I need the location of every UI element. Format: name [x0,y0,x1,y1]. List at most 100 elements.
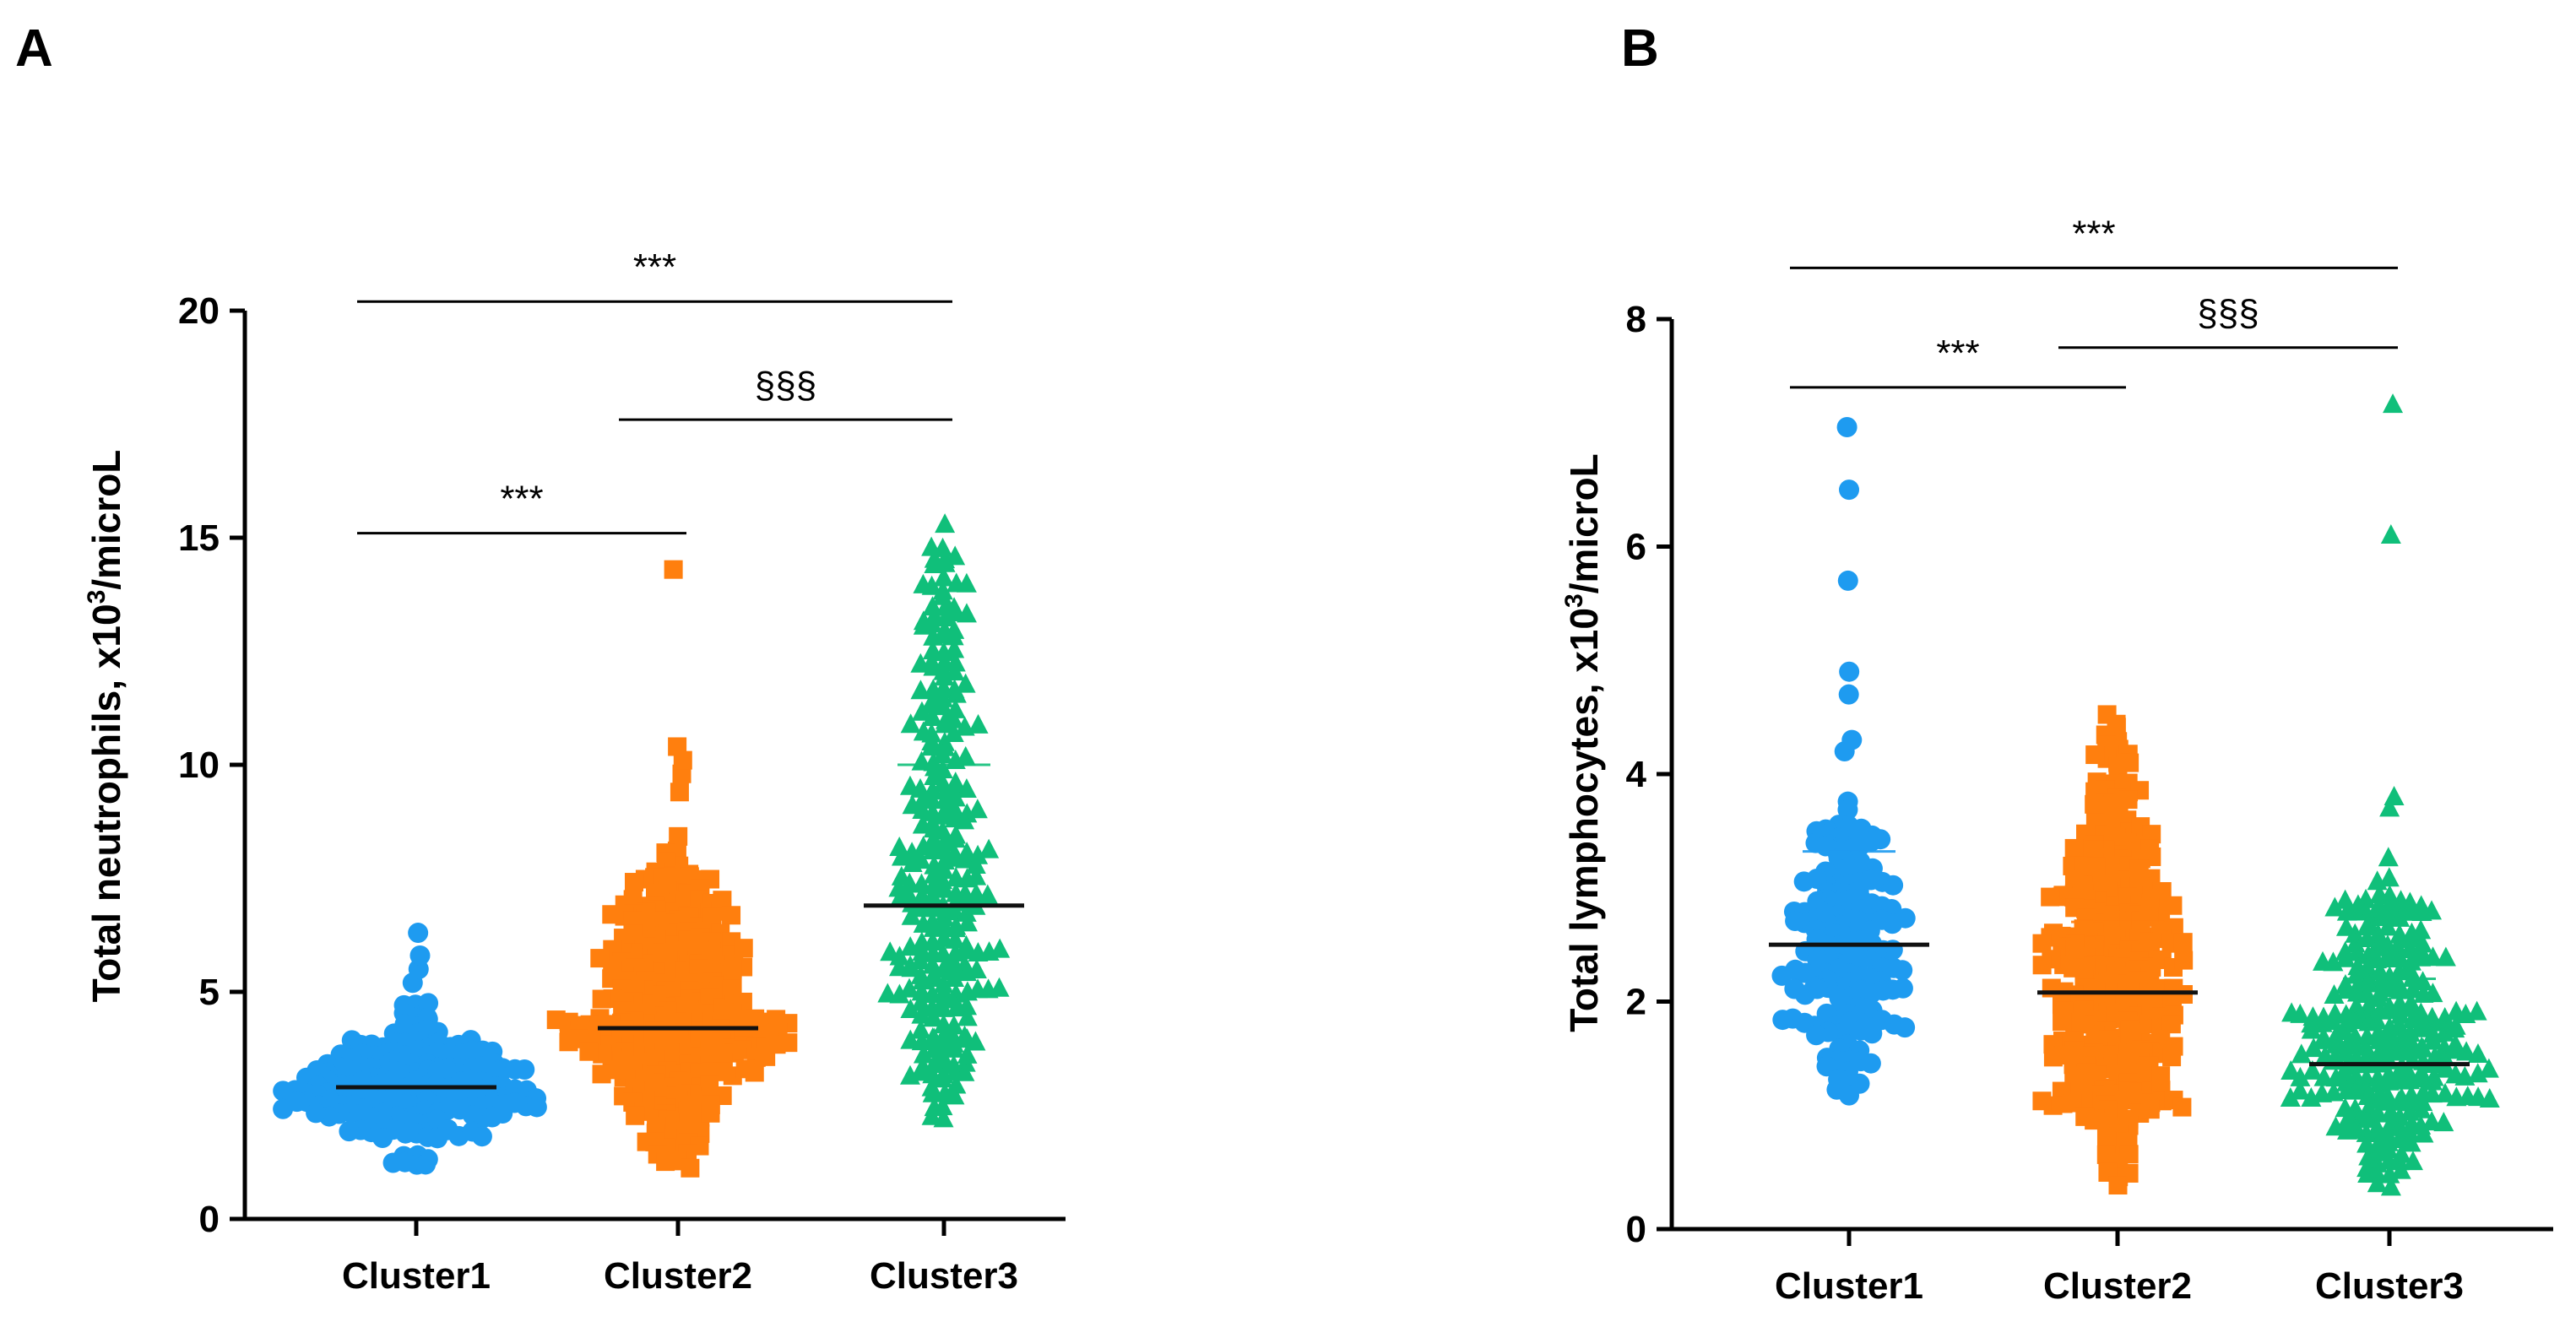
data-point [2032,934,2052,953]
data-point [273,1098,294,1119]
data-point [1837,570,1858,591]
data-point [2281,1002,2302,1022]
data-point [722,906,741,925]
y-tick-label: 10 [178,745,220,786]
data-point [1829,988,1850,1009]
data-point [2357,1085,2378,1105]
data-point [2389,1151,2410,1171]
data-point [1892,960,1913,981]
data-point [946,683,967,703]
data-point [900,1029,921,1049]
data-point [956,572,977,593]
data-point [943,626,964,646]
data-point [2421,900,2443,920]
data-point [2378,847,2399,867]
data-point [912,970,933,990]
data-point [967,799,988,819]
data-point [944,900,965,920]
data-point [2432,1010,2454,1031]
data-point [2383,393,2404,414]
data-point [2043,1048,2063,1067]
data-point [2356,916,2378,936]
data-point [899,775,920,795]
data-point [2378,867,2400,887]
data-point [890,886,911,907]
data-point [2389,979,2410,999]
data-point [934,859,955,880]
data-point [989,977,1010,997]
data-point [922,640,943,660]
data-point [977,884,998,904]
data-point [2435,946,2456,967]
data-point [2421,1083,2443,1103]
data-point [913,1043,934,1064]
data-point [626,1106,645,1125]
data-point [2301,1019,2322,1039]
data-point [924,1038,945,1059]
data-point [2280,1086,2301,1107]
data-point [2411,919,2432,940]
data-point [2411,1098,2432,1118]
data-point [2423,1030,2444,1050]
data-point [954,810,975,830]
data-point [2389,907,2411,927]
data-point [945,929,966,949]
y-tick-label: 0 [1626,1209,1646,1250]
data-point [957,1006,978,1026]
series-cluster3 [877,513,1011,1128]
data-point [2369,961,2390,981]
data-point [1895,1017,1916,1038]
data-point [2324,984,2345,1005]
y-tick-label: 20 [178,290,220,332]
data-point [2400,1132,2421,1152]
data-point [2413,1123,2434,1143]
data-point [2161,1015,2181,1034]
data-point [2053,1012,2072,1032]
data-point [2390,1004,2411,1024]
data-point [956,777,977,798]
data-point [910,991,931,1011]
data-point [2336,1119,2357,1140]
data-point [889,837,910,857]
data-point [945,918,966,938]
y-tick-label: 8 [1626,299,1646,340]
data-point [913,721,934,741]
data-point [912,799,933,820]
data-point [2478,1058,2499,1078]
data-point [924,1027,945,1048]
data-point [2435,1082,2456,1102]
data-point [681,1158,700,1178]
data-point [1826,1079,1847,1100]
data-point [968,713,989,734]
panel-b: B Total lymphocytes, x103/microL 0 2 4 6 8 Cl… [1560,19,2553,1307]
data-point [943,951,964,971]
data-point [2302,1059,2323,1080]
data-point [899,1064,920,1085]
data-point [2400,938,2421,958]
x-tick-label: Cluster2 [2043,1265,2192,1307]
data-point [306,1102,327,1124]
data-point [910,653,931,673]
data-point [912,814,933,834]
data-point [1883,875,1904,896]
data-point [934,878,955,898]
data-point [723,959,742,978]
data-point [1841,729,1863,750]
data-point [965,853,986,874]
data-point [901,905,922,925]
data-point [945,652,966,672]
data-point [2380,524,2401,544]
data-point [923,1007,944,1027]
data-point [670,783,689,802]
data-point [2291,1043,2312,1064]
x-tick-label: Cluster3 [870,1255,1018,1297]
data-point [2335,947,2356,967]
data-point [2280,1059,2302,1080]
data-point [888,877,909,897]
data-point [945,545,966,566]
data-point [945,698,966,718]
data-point [2421,1070,2443,1091]
data-point [880,941,901,961]
data-point [935,713,956,734]
data-point [923,626,944,646]
